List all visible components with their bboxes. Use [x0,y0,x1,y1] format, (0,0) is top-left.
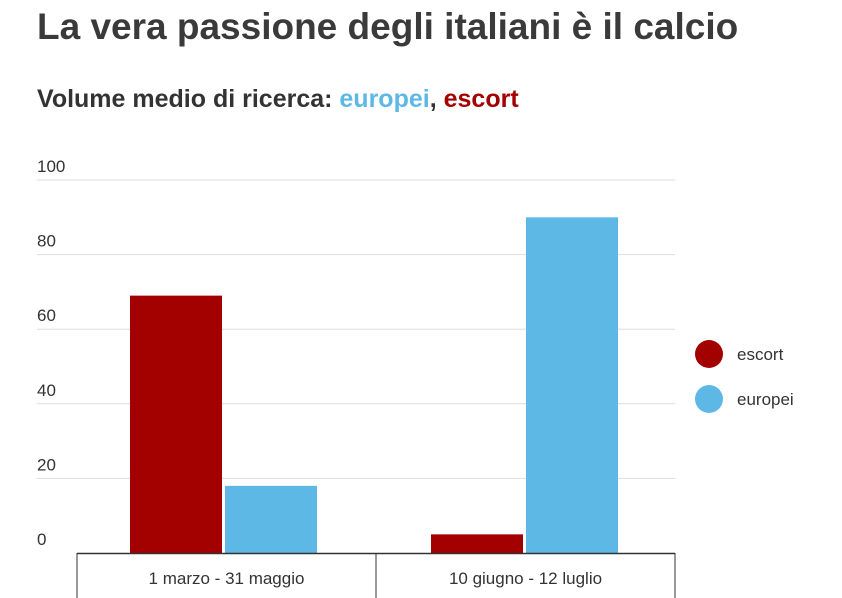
x-axis: 1 marzo - 31 maggio 10 giugno - 12 luglio [76,552,676,598]
x-category-label: 10 giugno - 12 luglio [449,569,602,588]
y-tick-label: 80 [37,232,56,251]
y-tick-label: 100 [37,157,65,176]
subtitle-separator: , [429,85,444,113]
bar-europei [526,217,618,554]
y-tick-label: 40 [37,381,56,400]
bars [130,217,618,554]
y-tick-label: 20 [37,455,56,474]
y-tick-label: 60 [37,306,56,325]
legend: escort europei [695,340,794,413]
subtitle-keyword-escort: escort [443,85,519,113]
subtitle-prefix: Volume medio di ricerca: [37,85,340,113]
chart-title: La vera passione degli italiani è il cal… [37,6,739,47]
legend-swatch-escort [695,340,723,368]
bar-europei [225,485,317,553]
y-tick-label: 0 [37,530,46,549]
subtitle-keyword-europei: europei [339,85,430,113]
legend-label-escort: escort [737,345,784,364]
y-axis-ticks: 0 20 40 60 80 100 [37,157,65,549]
chart-subtitle: Volume medio di ricerca: europei, escort [37,85,519,114]
legend-label-europei: europei [737,390,794,409]
bar-escort [130,295,222,553]
legend-swatch-europei [695,385,723,413]
x-category-label: 1 marzo - 31 maggio [149,569,305,588]
bar-escort [431,534,523,553]
